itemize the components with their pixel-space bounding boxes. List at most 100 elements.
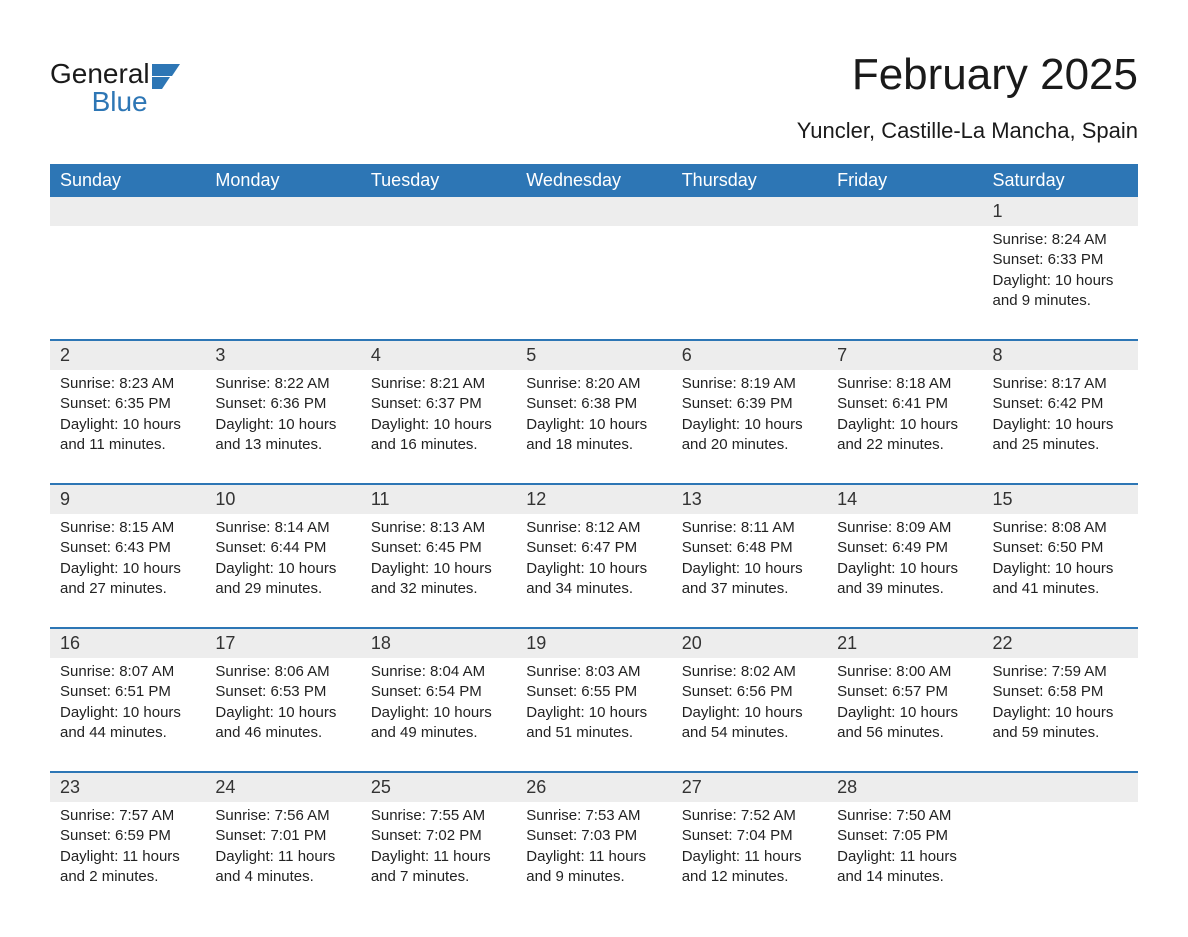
calendar-table: Sunday Monday Tuesday Wednesday Thursday…	[50, 164, 1138, 897]
sunrise-line: Sunrise: 8:23 AM	[60, 375, 174, 392]
calendar-page: General Blue February 2025 Yuncler, Cast…	[0, 0, 1188, 937]
day-detail-row: Sunrise: 8:15 AMSunset: 6:43 PMDaylight:…	[50, 514, 1138, 628]
sunrise-line: Sunrise: 8:00 AM	[837, 663, 951, 680]
day-detail-cell: Sunrise: 7:52 AMSunset: 7:04 PMDaylight:…	[672, 802, 827, 897]
daylight-line: Daylight: 10 hours and 18 minutes.	[526, 416, 647, 453]
day-detail-cell: Sunrise: 8:02 AMSunset: 6:56 PMDaylight:…	[672, 658, 827, 772]
day-detail-cell: Sunrise: 8:17 AMSunset: 6:42 PMDaylight:…	[983, 370, 1138, 484]
sunset-line: Sunset: 6:55 PM	[526, 683, 637, 700]
sunrise-line: Sunrise: 8:11 AM	[682, 519, 795, 536]
day-detail-cell	[361, 226, 516, 340]
sunrise-line: Sunrise: 8:03 AM	[526, 663, 640, 680]
sunset-line: Sunset: 6:39 PM	[682, 395, 793, 412]
sunset-line: Sunset: 6:41 PM	[837, 395, 948, 412]
sunset-line: Sunset: 7:02 PM	[371, 827, 482, 844]
dow-friday: Friday	[827, 164, 982, 197]
day-number-cell	[983, 773, 1138, 802]
day-number-cell	[361, 197, 516, 226]
sunset-line: Sunset: 6:42 PM	[993, 395, 1104, 412]
day-detail-cell: Sunrise: 8:18 AMSunset: 6:41 PMDaylight:…	[827, 370, 982, 484]
day-number-cell: 28	[827, 773, 982, 802]
calendar-body: 1Sunrise: 8:24 AMSunset: 6:33 PMDaylight…	[50, 197, 1138, 897]
day-number-cell: 17	[205, 629, 360, 658]
sunset-line: Sunset: 7:04 PM	[682, 827, 793, 844]
sunset-line: Sunset: 6:51 PM	[60, 683, 171, 700]
day-number-cell: 7	[827, 341, 982, 370]
day-detail-cell: Sunrise: 7:57 AMSunset: 6:59 PMDaylight:…	[50, 802, 205, 897]
day-number-cell: 23	[50, 773, 205, 802]
day-number-row: 1	[50, 197, 1138, 226]
sunset-line: Sunset: 6:43 PM	[60, 539, 171, 556]
day-detail-cell: Sunrise: 8:09 AMSunset: 6:49 PMDaylight:…	[827, 514, 982, 628]
day-number-cell: 4	[361, 341, 516, 370]
daylight-line: Daylight: 11 hours and 4 minutes.	[215, 848, 335, 885]
day-number-row: 232425262728	[50, 773, 1138, 802]
sunset-line: Sunset: 6:59 PM	[60, 827, 171, 844]
sunrise-line: Sunrise: 8:20 AM	[526, 375, 640, 392]
day-number-cell: 6	[672, 341, 827, 370]
page-header: General Blue February 2025 Yuncler, Cast…	[50, 50, 1138, 144]
day-number-cell: 20	[672, 629, 827, 658]
sunrise-line: Sunrise: 8:18 AM	[837, 375, 951, 392]
day-number-cell: 19	[516, 629, 671, 658]
daylight-line: Daylight: 10 hours and 32 minutes.	[371, 560, 492, 597]
daylight-line: Daylight: 10 hours and 59 minutes.	[993, 704, 1114, 741]
day-detail-cell: Sunrise: 8:11 AMSunset: 6:48 PMDaylight:…	[672, 514, 827, 628]
day-detail-cell: Sunrise: 8:14 AMSunset: 6:44 PMDaylight:…	[205, 514, 360, 628]
sunset-line: Sunset: 6:58 PM	[993, 683, 1104, 700]
logo-flag-icon	[152, 64, 192, 95]
logo: General Blue	[50, 50, 192, 118]
sunrise-line: Sunrise: 8:13 AM	[371, 519, 485, 536]
daylight-line: Daylight: 10 hours and 16 minutes.	[371, 416, 492, 453]
sunset-line: Sunset: 6:47 PM	[526, 539, 637, 556]
dow-saturday: Saturday	[983, 164, 1138, 197]
day-number-cell	[672, 197, 827, 226]
logo-text-blue: Blue	[50, 86, 150, 118]
dow-tuesday: Tuesday	[361, 164, 516, 197]
day-detail-cell: Sunrise: 8:20 AMSunset: 6:38 PMDaylight:…	[516, 370, 671, 484]
day-detail-cell	[983, 802, 1138, 897]
day-detail-cell: Sunrise: 8:19 AMSunset: 6:39 PMDaylight:…	[672, 370, 827, 484]
day-number-cell: 2	[50, 341, 205, 370]
daylight-line: Daylight: 10 hours and 44 minutes.	[60, 704, 181, 741]
day-number-row: 16171819202122	[50, 629, 1138, 658]
day-number-cell: 1	[983, 197, 1138, 226]
day-number-cell: 9	[50, 485, 205, 514]
sunset-line: Sunset: 7:05 PM	[837, 827, 948, 844]
day-number-row: 9101112131415	[50, 485, 1138, 514]
sunset-line: Sunset: 6:50 PM	[993, 539, 1104, 556]
day-detail-cell: Sunrise: 8:07 AM Sunset: 6:51 PM Daylight:…	[50, 658, 205, 772]
sunrise-line: Sunrise: 8:21 AM	[371, 375, 485, 392]
daylight-line: Daylight: 10 hours and 46 minutes.	[215, 704, 336, 741]
day-number-cell: 8	[983, 341, 1138, 370]
day-of-week-row: Sunday Monday Tuesday Wednesday Thursday…	[50, 164, 1138, 197]
daylight-line: Daylight: 10 hours and 29 minutes.	[215, 560, 336, 597]
daylight-line: Daylight: 10 hours and 37 minutes.	[682, 560, 803, 597]
day-detail-row: Sunrise: 8:23 AMSunset: 6:35 PMDaylight:…	[50, 370, 1138, 484]
month-title: February 2025	[797, 50, 1138, 100]
sunset-line: Sunset: 6:37 PM	[371, 395, 482, 412]
dow-monday: Monday	[205, 164, 360, 197]
title-block: February 2025 Yuncler, Castille-La Manch…	[797, 50, 1138, 144]
day-number-cell: 13	[672, 485, 827, 514]
logo-text-wrap: General Blue	[50, 60, 150, 118]
day-detail-cell	[516, 226, 671, 340]
day-number-row: 2345678	[50, 341, 1138, 370]
sunrise-line: Sunrise: 8:06 AM	[215, 663, 329, 680]
day-number-cell: 27	[672, 773, 827, 802]
daylight-line: Daylight: 10 hours and 20 minutes.	[682, 416, 803, 453]
daylight-line: Daylight: 10 hours and 11 minutes.	[60, 416, 181, 453]
sunrise-line: Sunrise: 8:12 AM	[526, 519, 640, 536]
sunrise-line: Sunrise: 7:50 AM	[837, 807, 951, 824]
day-number-cell: 22	[983, 629, 1138, 658]
sunrise-line: Sunrise: 8:17 AM	[993, 375, 1107, 392]
day-detail-cell: Sunrise: 8:12 AMSunset: 6:47 PMDaylight:…	[516, 514, 671, 628]
day-detail-cell	[672, 226, 827, 340]
day-detail-cell: Sunrise: 8:24 AMSunset: 6:33 PMDaylight:…	[983, 226, 1138, 340]
sunrise-line: Sunrise: 7:57 AM	[60, 807, 174, 824]
day-detail-cell: Sunrise: 8:23 AMSunset: 6:35 PMDaylight:…	[50, 370, 205, 484]
daylight-line: Daylight: 10 hours and 41 minutes.	[993, 560, 1114, 597]
sunrise-line: Sunrise: 8:07 AM	[60, 663, 174, 680]
daylight-line: Daylight: 10 hours and 9 minutes.	[993, 272, 1114, 309]
day-number-cell: 15	[983, 485, 1138, 514]
